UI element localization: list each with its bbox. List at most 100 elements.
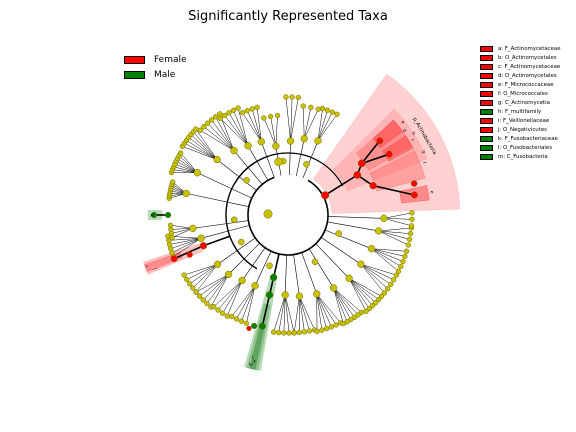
tree-branch: [348, 278, 379, 300]
female-branch-a: [361, 140, 381, 164]
leaf-node: [308, 104, 314, 111]
taxa-legend-label: d: O_Actinomycetales: [498, 72, 557, 79]
leaf-node: [181, 272, 187, 278]
internal-node: [374, 227, 383, 235]
tree-branch: [333, 287, 348, 322]
internal-node: [367, 245, 376, 253]
tree-branch: [333, 287, 352, 320]
leaf-node: [238, 318, 245, 324]
spoke-branch: [327, 221, 379, 232]
leaf-node: [296, 329, 302, 336]
internal-node: [272, 142, 280, 150]
tree-branch: [371, 248, 399, 272]
tree-branch: [172, 169, 198, 173]
leaf-node: [208, 117, 215, 123]
taxa-legend-swatch: [480, 63, 493, 70]
female-node-extra: [186, 251, 193, 258]
leaf-node: [328, 324, 335, 330]
male-branch-m: [272, 253, 280, 278]
taxa-legend-item: m: C_Fusobacteria: [480, 152, 561, 161]
taxa-legend-item: c: F_Actinomycetaceae: [480, 62, 561, 71]
clade-label-l: l: [251, 353, 254, 359]
leaf-node: [217, 115, 223, 121]
taxa-legend-label: c: F_Actinomycetaceae: [498, 63, 561, 70]
leaf-node: [200, 297, 206, 303]
leaf-node: [340, 321, 347, 327]
leaf-node: [235, 105, 241, 111]
tree-branch: [195, 264, 218, 293]
leaf-node: [291, 330, 297, 336]
tree-branch: [177, 158, 198, 173]
leaf-node: [333, 322, 339, 328]
internal-node: [224, 270, 233, 279]
leaf-node: [193, 289, 199, 295]
tree-branch: [290, 97, 299, 142]
tree-branch: [316, 293, 332, 327]
tree-branch: [170, 225, 193, 229]
internal-node: [345, 274, 353, 282]
tree-branch: [299, 296, 305, 332]
tree-branch: [263, 117, 277, 147]
tree-branch: [333, 287, 359, 316]
leaf-node: [409, 216, 415, 222]
female-node-i: [170, 255, 178, 263]
tree-branch: [186, 140, 218, 160]
legend-label-male: Male: [154, 69, 176, 80]
tree-branch: [236, 285, 256, 320]
spoke-branch: [254, 251, 272, 286]
backbone-arc-3: [233, 152, 344, 187]
tree-branch: [199, 274, 229, 297]
internal-node: [380, 214, 388, 223]
leaf-node: [324, 325, 330, 332]
spoke-branch: [200, 225, 250, 239]
tree-branch: [371, 248, 401, 267]
leaf-node: [329, 109, 336, 115]
tree-branch: [184, 264, 218, 276]
taxa-legend-item: b: O_Actinomycetales: [480, 53, 561, 62]
tree-branch: [278, 294, 286, 333]
tree-branch: [170, 238, 202, 249]
leaf-node: [184, 276, 190, 283]
tree-branch: [170, 228, 193, 230]
tree-branch: [176, 160, 198, 173]
tree-branch: [316, 293, 323, 331]
tree-branch: [200, 130, 235, 151]
tree-branch: [256, 107, 262, 142]
leaf-node: [289, 94, 295, 100]
leaf-node: [177, 150, 184, 156]
clade-label-e: e: [429, 191, 434, 195]
internal-node: [243, 177, 250, 184]
leaf-node: [215, 307, 221, 313]
legend-label-female: Female: [154, 54, 187, 65]
leaf-node: [400, 258, 406, 265]
leaf-node: [244, 108, 250, 114]
tree-branch: [202, 274, 229, 301]
leaf-node: [402, 253, 408, 260]
tree-branch: [273, 294, 286, 333]
tree-branch: [383, 212, 413, 219]
leaf-node: [385, 286, 391, 292]
leaf-node: [324, 107, 331, 113]
leaf-node: [270, 329, 277, 335]
male-node-k: [258, 322, 266, 330]
taxa-legend-label: h: F_multifamily: [498, 108, 542, 115]
leaf-node: [407, 231, 414, 237]
tree-branch: [303, 109, 319, 139]
leaf-node: [301, 329, 308, 335]
tree-branch: [169, 238, 202, 245]
leaf-node: [315, 106, 321, 112]
leaf-node: [230, 107, 237, 113]
female-node-j: [199, 242, 208, 250]
taxa-legend-item: a: F_Actinomycetaceae: [480, 44, 561, 53]
spoke-branch: [301, 252, 318, 295]
leaf-node: [295, 94, 301, 101]
clade-shade-f: [369, 150, 426, 192]
tree-branch: [303, 106, 305, 139]
internal-node: [237, 238, 245, 246]
clade-label-m: m: [248, 360, 253, 366]
taxa-legend-item: l: O_Fusobacteriales: [480, 143, 561, 152]
tree-branch: [299, 296, 315, 331]
tree-branch: [168, 238, 202, 241]
leaf-node: [319, 327, 325, 333]
